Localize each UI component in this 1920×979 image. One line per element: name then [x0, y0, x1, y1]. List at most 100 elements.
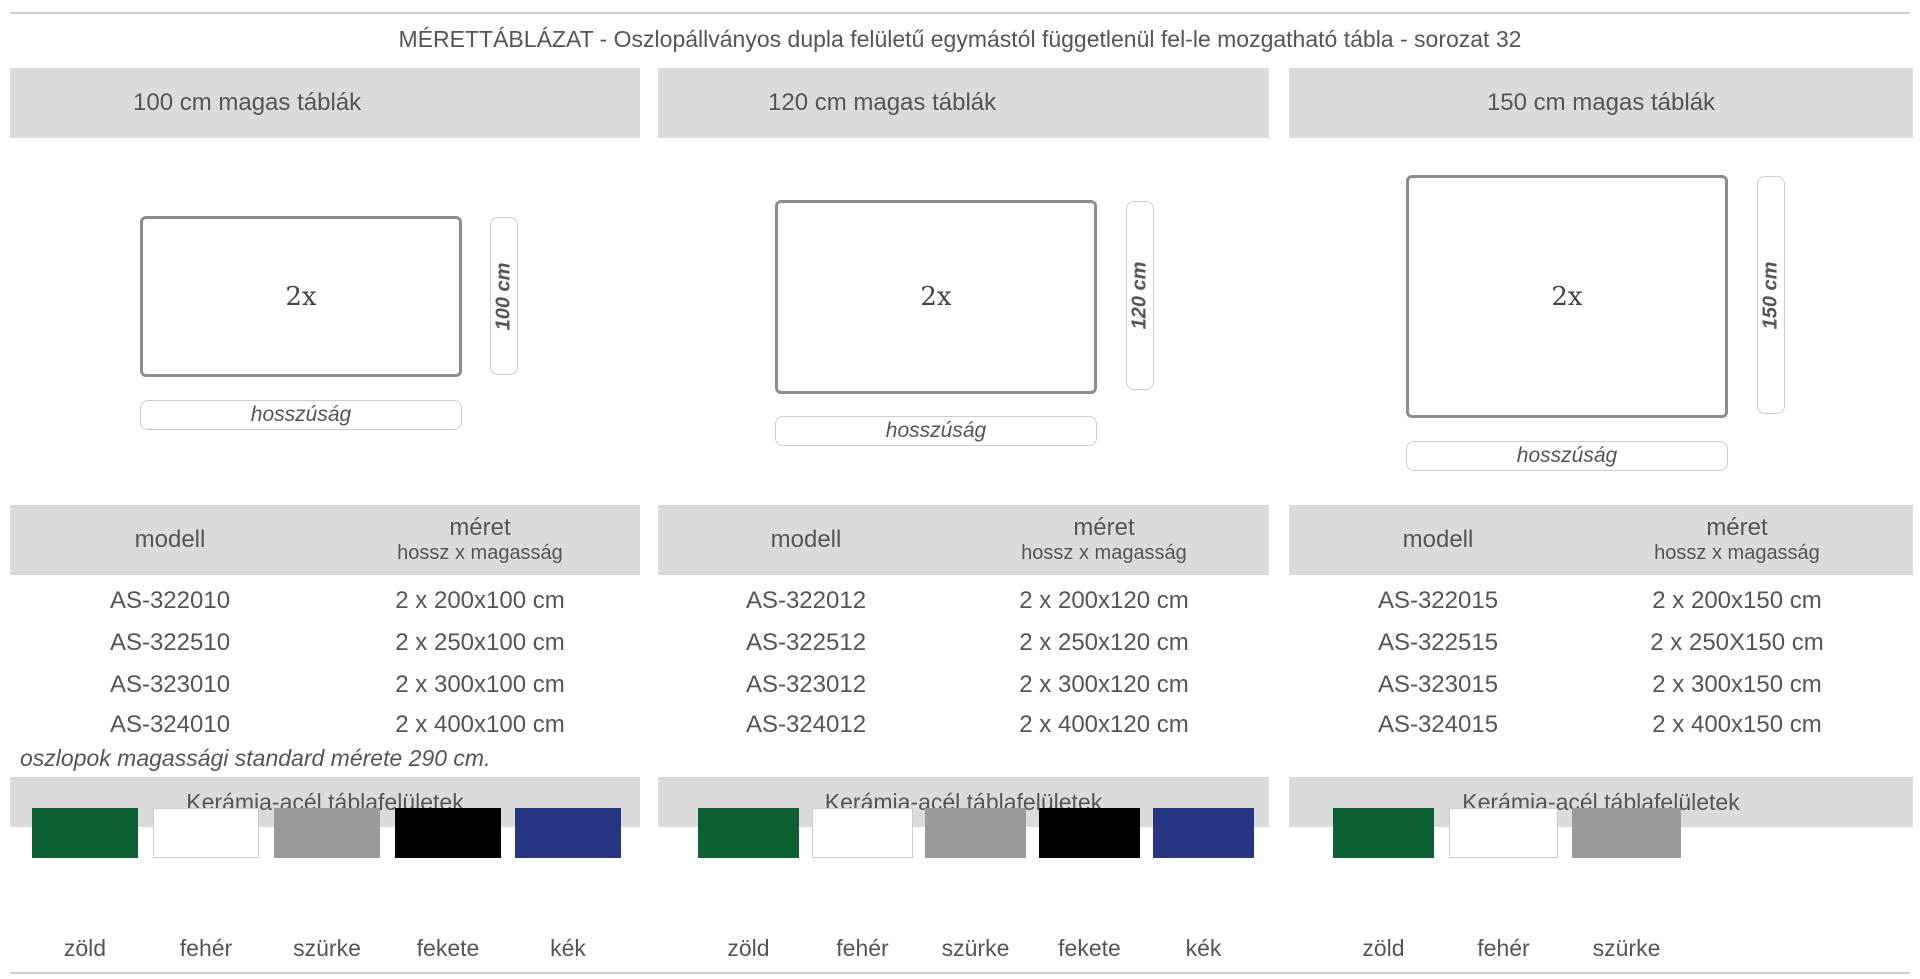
column-heading: 100 cm magas táblák: [10, 68, 640, 138]
column-heading-label: 100 cm magas táblák: [133, 89, 362, 116]
size-cell: 2 x 400x100 cm: [395, 711, 565, 738]
height-dimension-tag: 100 cm: [490, 217, 518, 375]
color-label: szürke: [293, 935, 361, 961]
model-cell: AS-322010: [109, 587, 231, 614]
color-swatch-white: [153, 808, 259, 858]
color-label: fekete: [416, 935, 480, 961]
size-header-sub: hossz x magasság: [1021, 542, 1187, 564]
height-label: 120 cm: [1128, 261, 1151, 330]
height-dimension-tag: 120 cm: [1126, 201, 1154, 390]
size-column-header: méret hossz x magasság: [954, 515, 1254, 565]
size-header-sub: hossz x magasság: [1654, 542, 1820, 564]
board-shape: 2x: [140, 216, 462, 377]
size-cell: 2 x 250X150 cm: [1650, 629, 1824, 656]
size-cell: 2 x 200x100 cm: [395, 587, 565, 614]
board-shape: 2x: [1406, 175, 1728, 418]
length-dimension-tag: hosszúság: [140, 400, 462, 430]
color-label: kék: [550, 935, 586, 961]
column-height-note: oszlopok magassági standard mérete 290 c…: [20, 745, 491, 771]
color-label: fehér: [1477, 935, 1530, 961]
color-label: zöld: [63, 935, 107, 961]
table-row: AS-322510 2 x 250x100 cm: [10, 629, 640, 659]
board-label: 2x: [285, 281, 317, 312]
color-swatch-black: [1039, 808, 1140, 858]
size-header-label: méret: [449, 514, 511, 541]
length-label: hosszúság: [885, 419, 987, 442]
bottom-divider: [10, 972, 1910, 974]
model-column-header: modell: [1402, 526, 1474, 553]
table-row: AS-322512 2 x 250x120 cm: [658, 629, 1269, 659]
size-header-label: méret: [1706, 514, 1768, 541]
color-label: kék: [1185, 935, 1222, 961]
color-label: fehér: [836, 935, 889, 961]
column-heading-label: 150 cm magas táblák: [1486, 89, 1716, 116]
height-label: 100 cm: [492, 262, 515, 330]
color-swatch-black: [395, 808, 501, 858]
board-shape: 2x: [775, 200, 1097, 394]
size-column-header: méret hossz x magasság: [330, 515, 630, 565]
table-row: AS-322515 2 x 250X150 cm: [1289, 629, 1913, 659]
size-header-sub: hossz x magasság: [397, 542, 563, 564]
height-dimension-tag: 150 cm: [1757, 176, 1785, 414]
length-label: hosszúság: [250, 403, 352, 426]
color-swatch-green: [698, 808, 799, 858]
table-row: AS-323012 2 x 300x120 cm: [658, 671, 1269, 701]
model-cell: AS-324012: [745, 711, 867, 738]
board-diagram: 2x 150 cm hosszúság: [1289, 138, 1913, 573]
color-swatch-white: [812, 808, 913, 858]
column-heading: 120 cm magas táblák: [658, 68, 1269, 138]
column-heading-label: 120 cm magas táblák: [768, 89, 997, 116]
model-cell: AS-323010: [109, 671, 231, 698]
size-cell: 2 x 250x120 cm: [1019, 629, 1189, 656]
model-cell: AS-324015: [1377, 711, 1499, 738]
model-cell: AS-322510: [109, 629, 231, 656]
length-dimension-tag: hosszúság: [775, 416, 1097, 446]
table-row: AS-323010 2 x 300x100 cm: [10, 671, 640, 701]
size-cell: 2 x 400x150 cm: [1652, 711, 1822, 738]
size-cell: 2 x 300x120 cm: [1019, 671, 1189, 698]
color-label: zöld: [1362, 935, 1405, 961]
table-row: AS-322015 2 x 200x150 cm: [1289, 587, 1913, 617]
height-label: 150 cm: [1759, 261, 1782, 329]
page-title: MÉRETTÁBLÁZAT - Oszlopállványos dupla fe…: [398, 26, 1522, 52]
table-header: modell méret hossz x magasság: [10, 505, 640, 575]
size-column-header: méret hossz x magasság: [1587, 515, 1887, 565]
model-cell: AS-323012: [745, 671, 867, 698]
size-cell: 2 x 200x150 cm: [1652, 587, 1822, 614]
top-divider: [10, 12, 1910, 14]
size-cell: 2 x 300x100 cm: [395, 671, 565, 698]
table-row: AS-324015 2 x 400x150 cm: [1289, 711, 1913, 741]
model-cell: AS-322012: [745, 587, 867, 614]
color-swatch-grey: [1572, 808, 1681, 858]
color-label: fekete: [1058, 935, 1121, 961]
table-row: AS-322012 2 x 200x120 cm: [658, 587, 1269, 617]
table-row: AS-322010 2 x 200x100 cm: [10, 587, 640, 617]
size-cell: 2 x 400x120 cm: [1019, 711, 1189, 738]
color-swatch-blue: [515, 808, 621, 858]
table-header: modell méret hossz x magasság: [658, 505, 1269, 575]
color-swatch-green: [32, 808, 138, 858]
color-label: zöld: [727, 935, 770, 961]
model-cell: AS-322512: [745, 629, 867, 656]
table-row: AS-323015 2 x 300x150 cm: [1289, 671, 1913, 701]
model-column-header: modell: [134, 526, 206, 553]
size-cell: 2 x 250x100 cm: [395, 629, 565, 656]
model-cell: AS-322515: [1377, 629, 1499, 656]
table-row: AS-324010 2 x 400x100 cm: [10, 711, 640, 741]
color-swatch-grey: [274, 808, 380, 858]
size-cell: 2 x 200x120 cm: [1019, 587, 1189, 614]
color-label: szürke: [941, 935, 1010, 961]
model-cell: AS-324010: [109, 711, 231, 738]
color-swatch-grey: [925, 808, 1026, 858]
table-header: modell méret hossz x magasság: [1289, 505, 1913, 575]
color-label: fehér: [179, 935, 233, 961]
model-cell: AS-322015: [1377, 587, 1499, 614]
column-heading: 150 cm magas táblák: [1289, 68, 1913, 138]
size-cell: 2 x 300x150 cm: [1652, 671, 1822, 698]
size-header-label: méret: [1073, 514, 1135, 541]
color-swatch-blue: [1153, 808, 1254, 858]
board-diagram: 2x 120 cm hosszúság: [658, 138, 1269, 573]
board-label: 2x: [1551, 281, 1583, 312]
color-label: szürke: [1592, 935, 1661, 961]
length-label: hosszúság: [1516, 444, 1618, 467]
